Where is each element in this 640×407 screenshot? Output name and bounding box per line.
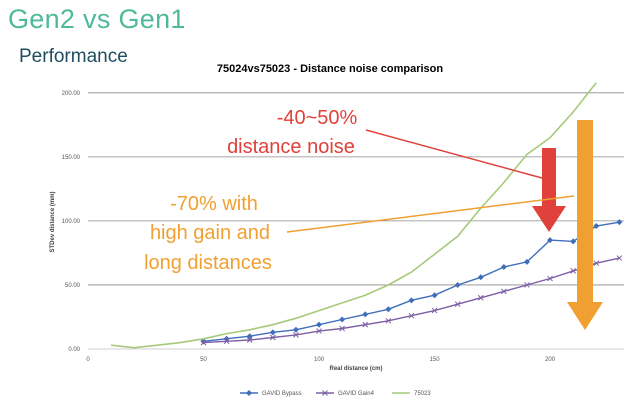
series-line — [111, 82, 597, 349]
legend-label: GAVID Gain4 — [338, 391, 375, 397]
data-point — [408, 312, 415, 319]
orange-pointer-line — [286, 195, 575, 233]
data-point — [293, 332, 299, 338]
gridlines — [88, 92, 624, 350]
data-point — [316, 321, 323, 328]
x-tick-label: 0 — [86, 357, 90, 363]
data-point — [362, 311, 369, 318]
data-point — [616, 219, 623, 226]
annotation-orange-line1: -70% with — [170, 193, 258, 215]
series-layer — [111, 82, 623, 349]
legend-label: 75023 — [414, 391, 431, 397]
annotation-red-line1: -40~50% — [277, 107, 358, 129]
y-tick-label: 200.00 — [62, 91, 81, 97]
data-point — [477, 294, 484, 301]
series-2 — [111, 82, 597, 349]
x-tick-label: 200 — [545, 357, 556, 363]
annotation-orange-line2: high gain and — [150, 222, 270, 244]
data-point — [408, 297, 415, 304]
data-point — [339, 316, 346, 323]
slide-title: Gen2 vs Gen1 — [8, 4, 186, 34]
data-point — [501, 288, 507, 295]
y-tick-label: 0.00 — [68, 347, 80, 353]
x-tick-label: 50 — [200, 357, 207, 363]
data-point — [523, 258, 530, 265]
data-point — [616, 255, 623, 261]
y-tick-label: 100.00 — [62, 219, 81, 225]
annotation-red-line2: distance noise — [227, 136, 355, 158]
data-point — [454, 301, 461, 308]
data-point — [385, 317, 392, 324]
data-point — [524, 282, 530, 288]
data-point — [292, 326, 299, 333]
slide-subtitle: Performance — [19, 46, 128, 67]
orange-arrow — [567, 120, 603, 330]
data-point — [431, 292, 438, 299]
legend-marker — [322, 390, 328, 396]
red-pointer-line — [365, 129, 543, 179]
data-point — [431, 307, 438, 314]
data-point — [570, 268, 577, 274]
data-point — [362, 321, 369, 328]
x-tick-label: 150 — [430, 357, 441, 363]
y-tick-label: 150.00 — [62, 155, 81, 161]
y-tick-label: 50.00 — [65, 283, 81, 289]
data-point — [269, 334, 276, 341]
data-point — [339, 325, 345, 332]
data-point — [246, 333, 253, 340]
legend-label: GAVID Bypass — [262, 391, 302, 397]
data-point — [223, 338, 230, 345]
data-point — [246, 337, 253, 343]
data-point — [570, 238, 577, 245]
data-point — [547, 275, 553, 282]
data-point — [477, 274, 484, 281]
data-point — [385, 306, 392, 313]
red-arrow — [532, 148, 566, 232]
data-point — [269, 329, 276, 336]
legend-marker — [246, 390, 252, 396]
x-axis-label: Real distance (cm) — [329, 366, 382, 372]
axes: 0.00 50.00 100.00 150.00 200.00 0 50 100 150 200 — [62, 91, 556, 363]
data-point — [593, 260, 600, 267]
data-point — [500, 264, 507, 271]
y-axis-label: STDev distance (mm) — [50, 191, 56, 252]
data-point — [200, 339, 207, 346]
data-point — [454, 281, 461, 288]
data-point — [593, 223, 600, 230]
x-tick-label: 100 — [314, 357, 325, 363]
data-point — [547, 237, 554, 244]
series-1 — [200, 255, 623, 346]
chart-title: 75024vs75023 - Distance noise comparison — [217, 63, 444, 75]
legend: GAVID Bypass GAVID Gain4 75023 — [240, 390, 431, 397]
annotation-orange-line3: long distances — [144, 252, 272, 274]
data-point — [316, 328, 322, 334]
